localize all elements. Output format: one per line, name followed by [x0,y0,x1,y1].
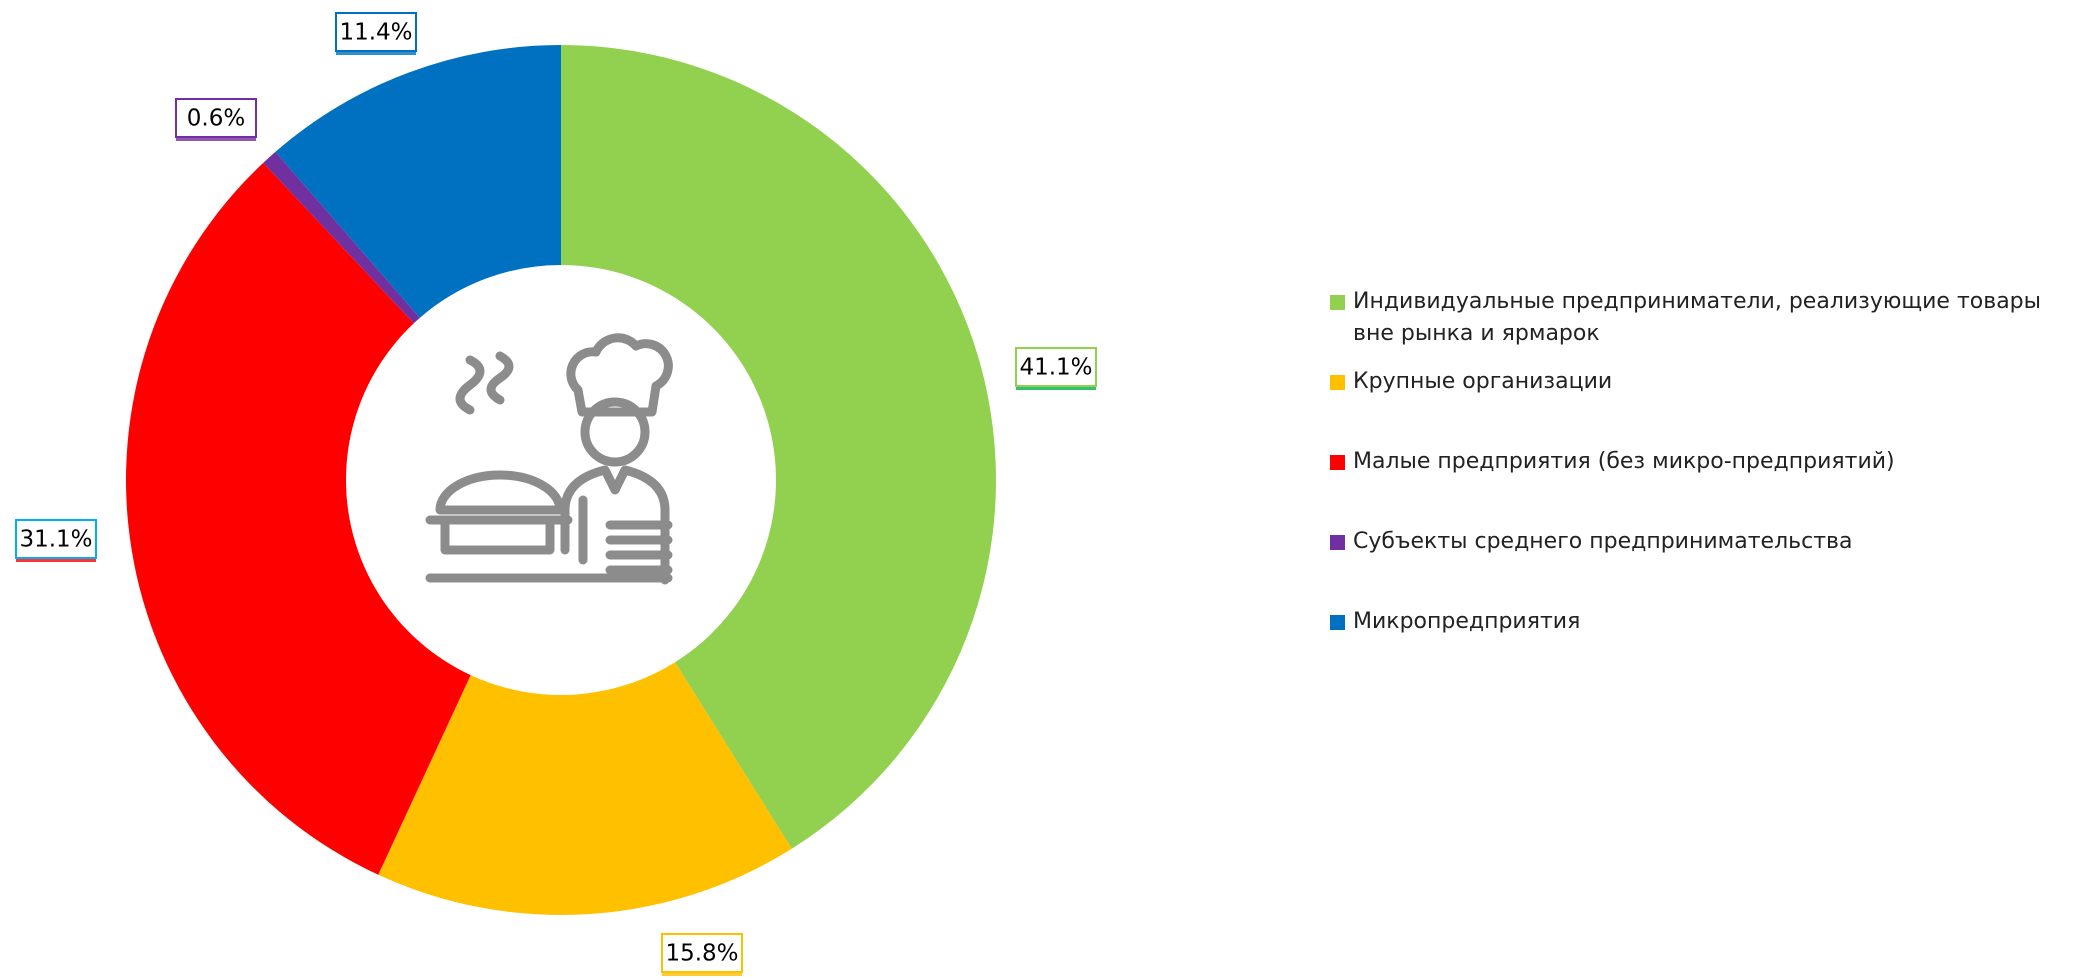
data-label: 0.6% [187,106,245,132]
slice [275,45,561,318]
legend-swatch [1330,295,1345,310]
label-box [661,933,743,973]
label-box [15,519,97,559]
chef-icon [425,333,673,585]
legend-item: Индивидуальные предприниматели, реализую… [1330,286,2070,350]
slices [126,45,996,916]
label-box [1015,347,1097,387]
legend-item: Малые предприятия (без микро-предприятий… [1330,446,2070,478]
legend-swatch [1330,535,1345,550]
legend-swatch [1330,455,1345,470]
legend-swatch [1330,375,1345,390]
legend-label: Малые предприятия (без микро-предприятий… [1353,449,1895,474]
legend-label: Субъекты среднего предпринимательства [1353,529,1853,554]
legend-label: Крупные организации [1353,369,1613,394]
slice [126,162,471,875]
label-box [335,12,417,52]
slice [378,662,792,916]
label-box [175,98,257,138]
data-label: 41.1% [1019,355,1092,381]
legend-item: Микропредприятия [1330,606,2070,638]
slice [263,151,420,324]
data-label: 11.4% [339,20,412,46]
data-label: 31.1% [19,527,92,553]
legend-item: Крупные организации [1330,366,2070,398]
legend-label: Микропредприятия [1353,609,1581,634]
data-label: 15.8% [665,941,738,967]
slice [561,45,996,849]
legend-swatch [1330,615,1345,630]
legend-label: Индивидуальные предприниматели, реализую… [1353,289,2042,346]
legend-item: Субъекты среднего предпринимательства [1330,526,2070,558]
